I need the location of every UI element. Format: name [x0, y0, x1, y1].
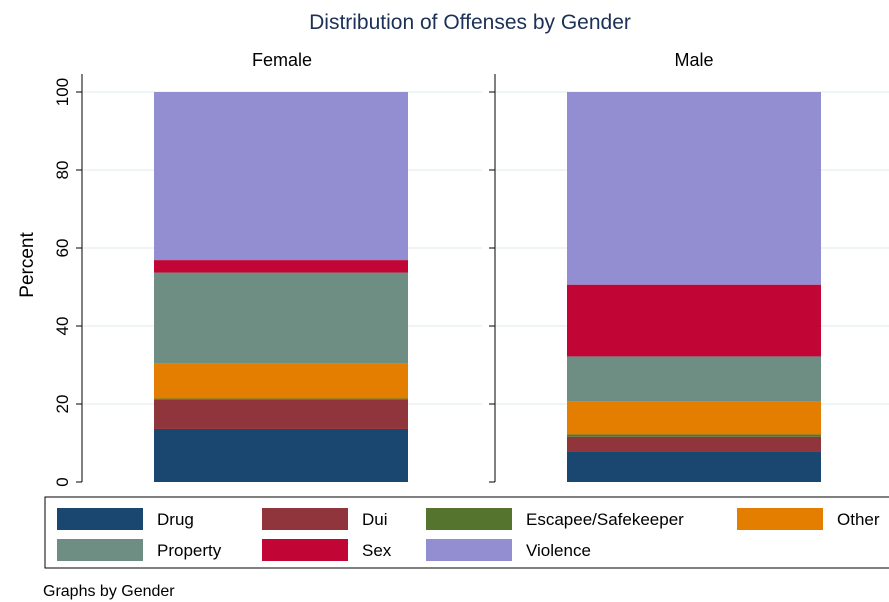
legend-swatch-other — [737, 508, 823, 530]
bar-segment-female-drug — [154, 428, 408, 482]
bar-segment-female-escapee-safekeeper — [154, 398, 408, 400]
y-tick-label: 100 — [53, 78, 72, 106]
y-axis-ticks: 0 20 40 60 80 100 — [53, 78, 495, 487]
bar-segment-male-violence — [567, 92, 821, 285]
bar-segment-male-dui — [567, 436, 821, 452]
legend-label-other: Other — [837, 510, 880, 529]
legend-swatch-escapee-safekeeper — [426, 508, 512, 530]
y-tick-label: 40 — [53, 317, 72, 336]
bar-segment-male-escapee-safekeeper — [567, 434, 821, 437]
bar-segment-male-property — [567, 356, 821, 402]
bars — [154, 92, 821, 482]
bar-segment-female-sex — [154, 260, 408, 273]
bar-segment-female-violence — [154, 92, 408, 261]
graphs-by-note: Graphs by Gender — [43, 583, 175, 600]
bar-segment-female-other — [154, 363, 408, 399]
legend-label-escapee-safekeeper: Escapee/Safekeeper — [526, 510, 684, 529]
y-tick-label: 0 — [53, 477, 72, 486]
legend-label-dui: Dui — [362, 510, 388, 529]
y-tick-label: 20 — [53, 395, 72, 414]
bar-segment-female-dui — [154, 399, 408, 429]
bar-segment-male-sex — [567, 284, 821, 357]
legend-label-property: Property — [157, 541, 222, 560]
y-tick-label: 60 — [53, 239, 72, 258]
legend-swatch-violence — [426, 539, 512, 561]
legend-label-violence: Violence — [526, 541, 591, 560]
chart-title: Distribution of Offenses by Gender — [309, 11, 631, 34]
y-tick-label: 80 — [53, 161, 72, 180]
legend: Drug Dui Escapee/Safekeeper Other Property Se… — [57, 508, 880, 561]
legend-label-drug: Drug — [157, 510, 194, 529]
legend-swatch-dui — [262, 508, 348, 530]
bar-segment-male-drug — [567, 451, 821, 482]
legend-swatch-property — [57, 539, 143, 561]
bar-segment-male-other — [567, 401, 821, 435]
legend-label-sex: Sex — [362, 541, 392, 560]
panel-title-male: Male — [674, 50, 713, 70]
legend-swatch-drug — [57, 508, 143, 530]
y-axis-label: Percent — [17, 232, 38, 298]
legend-swatch-sex — [262, 539, 348, 561]
panel-title-female: Female — [252, 50, 312, 70]
bar-segment-female-property — [154, 272, 408, 364]
